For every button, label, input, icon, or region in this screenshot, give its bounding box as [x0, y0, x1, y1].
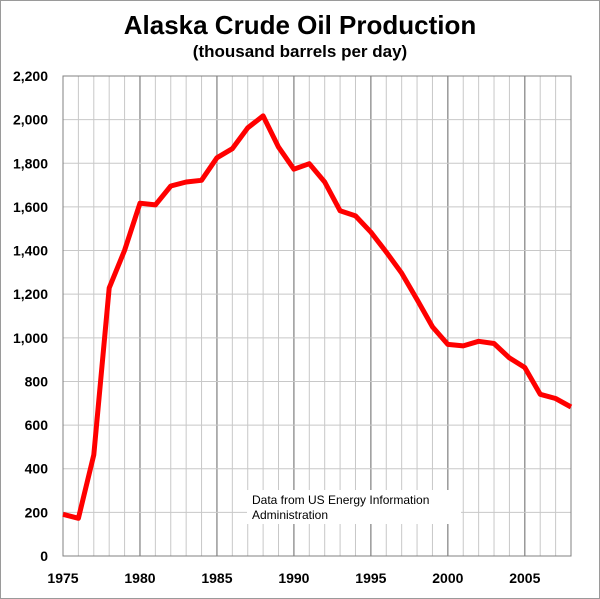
- x-axis: 1975 1980 1985 1990 1995 2000 2005: [47, 570, 540, 586]
- series-line: [62, 113, 573, 521]
- y-tick-label: 1,200: [13, 286, 48, 302]
- y-tick-label: 800: [25, 373, 49, 389]
- y-tick-label: 2,000: [13, 112, 48, 128]
- x-tick-label: 1990: [278, 570, 309, 586]
- x-tick-label: 2005: [509, 570, 540, 586]
- y-tick-label: 200: [25, 504, 49, 520]
- y-tick-label: 1,600: [13, 199, 48, 215]
- data-source-note: Data from US Energy Information Administ…: [247, 490, 461, 524]
- y-tick-label: 600: [25, 417, 49, 433]
- note-line-1: Data from US Energy Information: [252, 493, 429, 507]
- x-tick-label: 2000: [432, 570, 463, 586]
- y-tick-label: 400: [25, 461, 49, 477]
- y-axis: 0 200 400 600 800 1,000 1,200 1,400 1,600 1,800 2,…: [13, 68, 48, 564]
- x-tick-label: 1975: [47, 570, 78, 586]
- x-tick-label: 1995: [355, 570, 386, 586]
- grid-lines: [63, 76, 571, 556]
- note-box: [247, 490, 461, 524]
- chart-subtitle: (thousand barrels per day): [193, 42, 407, 61]
- x-tick-label: 1985: [201, 570, 232, 586]
- plot-area: [62, 75, 572, 557]
- y-tick-label: 0: [40, 548, 48, 564]
- series-layer: [62, 113, 573, 521]
- y-tick-label: 2,200: [13, 68, 48, 84]
- x-tick-label: 1980: [124, 570, 155, 586]
- chart-title: Alaska Crude Oil Production: [124, 10, 477, 40]
- note-line-2: Administration: [252, 508, 328, 522]
- y-tick-label: 1,000: [13, 330, 48, 346]
- y-tick-label: 1,800: [13, 155, 48, 171]
- y-tick-label: 1,400: [13, 243, 48, 259]
